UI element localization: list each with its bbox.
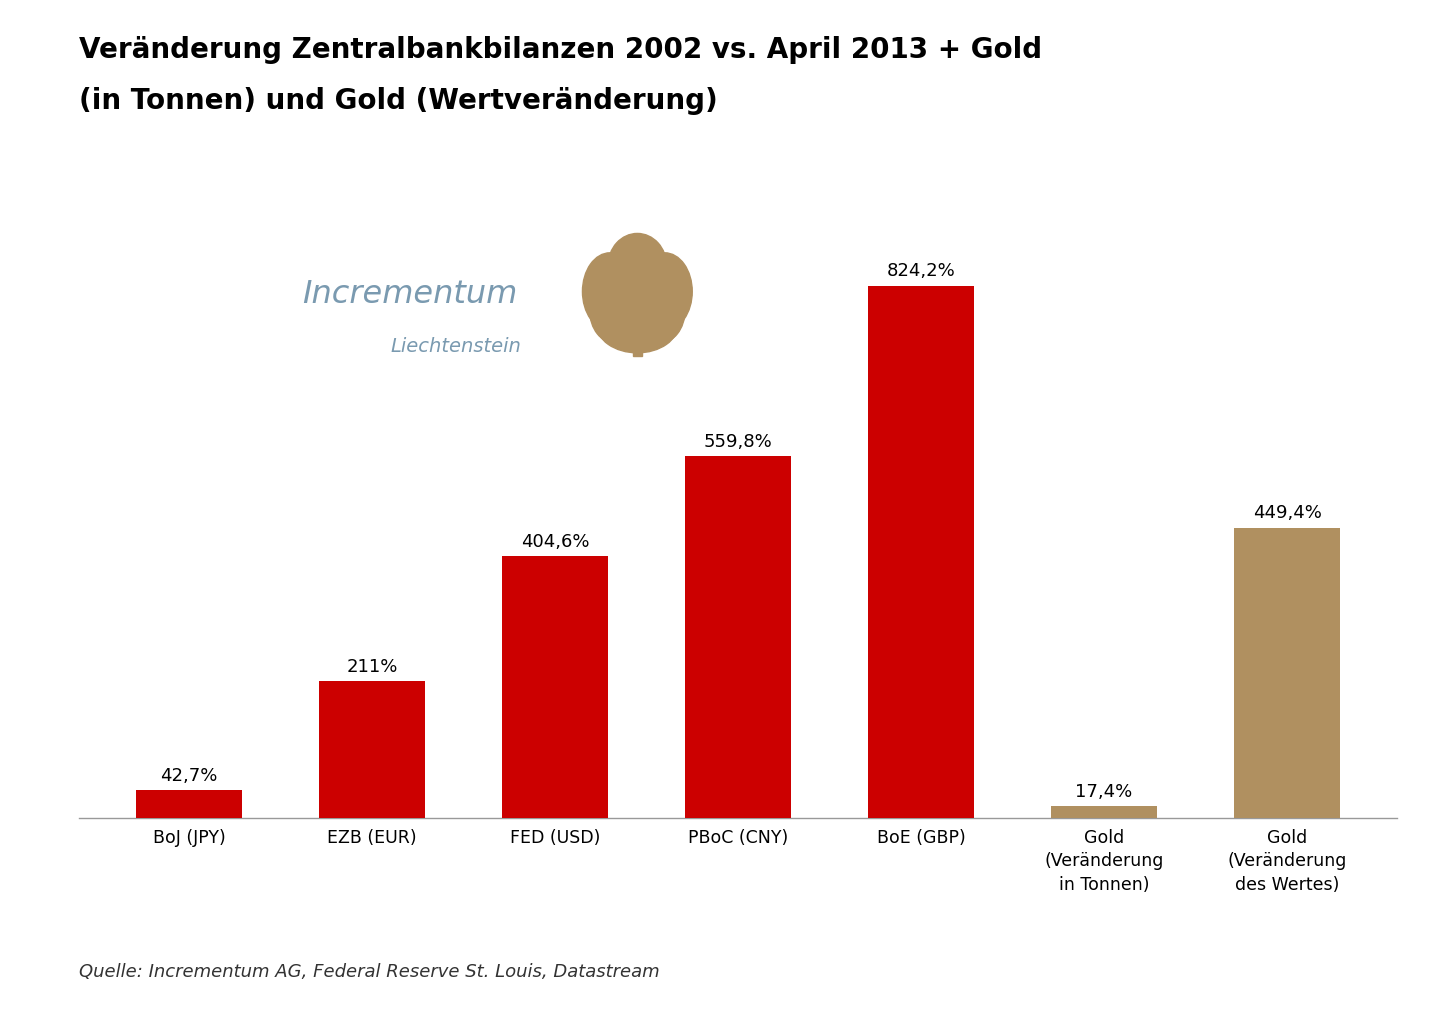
Text: 17,4%: 17,4%	[1076, 783, 1133, 801]
Bar	[1234, 527, 1341, 818]
Ellipse shape	[596, 294, 678, 353]
Text: 42,7%: 42,7%	[160, 766, 217, 785]
Ellipse shape	[602, 246, 672, 336]
Bar	[1051, 806, 1158, 818]
Text: (in Tonnen) und Gold (Wertveränderung): (in Tonnen) und Gold (Wertveränderung)	[79, 87, 719, 114]
Ellipse shape	[638, 252, 693, 330]
Bar	[632, 321, 642, 356]
Bar	[685, 456, 791, 818]
Text: 211%: 211%	[346, 658, 397, 677]
Bar	[318, 682, 425, 818]
Ellipse shape	[590, 279, 641, 343]
Bar	[868, 285, 973, 818]
Text: Quelle: Incrementum AG, Federal Reserve St. Louis, Datastream: Quelle: Incrementum AG, Federal Reserve …	[79, 963, 660, 981]
Text: Veränderung Zentralbankbilanzen 2002 vs. April 2013 + Gold: Veränderung Zentralbankbilanzen 2002 vs.…	[79, 36, 1043, 63]
Ellipse shape	[582, 252, 638, 330]
Text: 559,8%: 559,8%	[704, 433, 772, 451]
Text: 449,4%: 449,4%	[1253, 505, 1322, 522]
Bar	[135, 790, 242, 818]
Ellipse shape	[608, 233, 667, 298]
Bar	[503, 556, 608, 818]
Text: 404,6%: 404,6%	[521, 533, 589, 551]
Text: Incrementum: Incrementum	[302, 279, 518, 311]
Text: Liechtenstein: Liechtenstein	[390, 337, 521, 356]
Ellipse shape	[634, 279, 685, 343]
Text: 824,2%: 824,2%	[887, 263, 955, 280]
